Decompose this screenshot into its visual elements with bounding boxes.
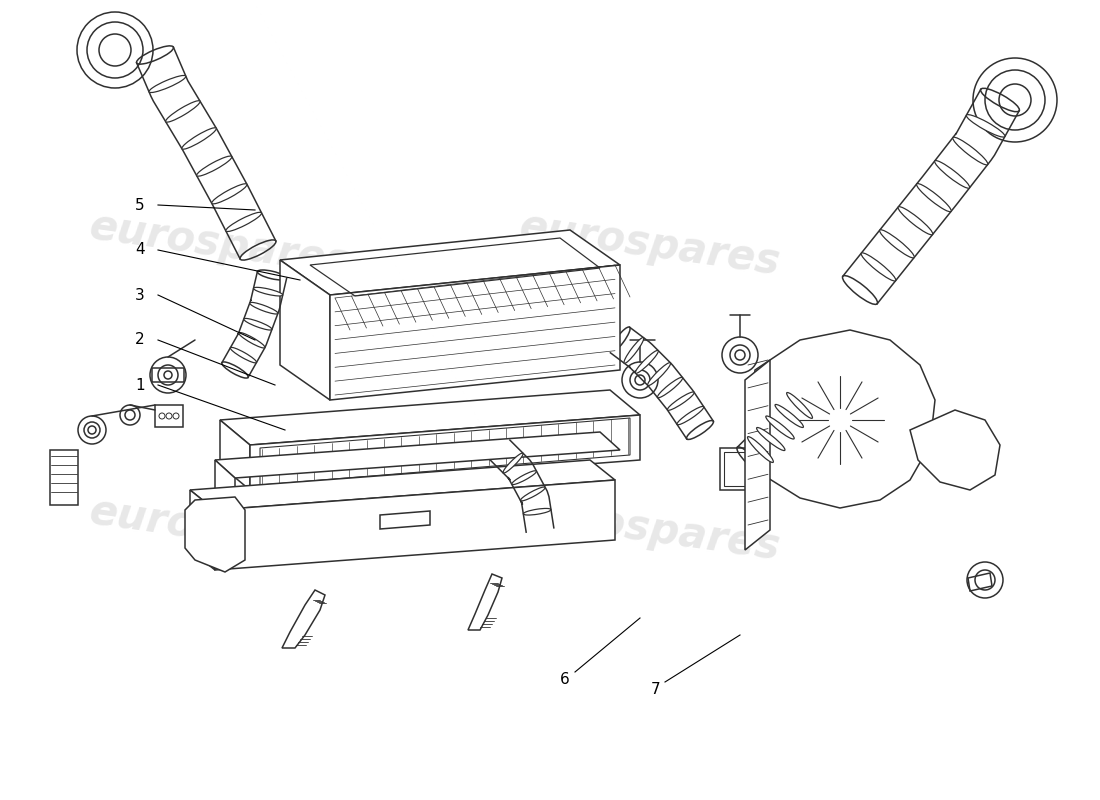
Ellipse shape <box>648 362 671 386</box>
Bar <box>155 405 183 427</box>
Ellipse shape <box>668 392 694 410</box>
Polygon shape <box>220 390 640 445</box>
Ellipse shape <box>658 378 683 398</box>
Ellipse shape <box>182 128 217 150</box>
Polygon shape <box>280 230 620 295</box>
Ellipse shape <box>239 333 265 348</box>
Polygon shape <box>910 410 1000 490</box>
Polygon shape <box>190 490 214 570</box>
Ellipse shape <box>624 338 644 363</box>
Bar <box>720 448 752 490</box>
Text: eurospares: eurospares <box>517 206 783 284</box>
Ellipse shape <box>148 75 186 93</box>
Polygon shape <box>185 497 245 572</box>
Polygon shape <box>748 330 935 508</box>
Polygon shape <box>214 460 235 510</box>
Text: 6: 6 <box>560 673 570 687</box>
Text: eurospares: eurospares <box>517 491 783 569</box>
Ellipse shape <box>748 437 773 462</box>
Ellipse shape <box>776 405 803 427</box>
Text: 4: 4 <box>135 242 145 258</box>
Polygon shape <box>214 480 615 570</box>
Bar <box>724 452 748 486</box>
Ellipse shape <box>953 137 988 165</box>
Ellipse shape <box>935 161 970 188</box>
Ellipse shape <box>966 114 1005 137</box>
Polygon shape <box>220 420 250 490</box>
Text: eurospares: eurospares <box>87 206 353 284</box>
Polygon shape <box>745 360 770 550</box>
Ellipse shape <box>166 101 200 122</box>
Ellipse shape <box>916 183 952 212</box>
Ellipse shape <box>211 184 248 204</box>
Polygon shape <box>468 574 502 630</box>
Ellipse shape <box>197 156 232 176</box>
Polygon shape <box>282 590 324 648</box>
Ellipse shape <box>766 416 794 439</box>
Ellipse shape <box>636 350 658 374</box>
Polygon shape <box>214 432 620 478</box>
Ellipse shape <box>512 470 537 485</box>
Ellipse shape <box>898 206 933 235</box>
Ellipse shape <box>244 318 272 330</box>
Ellipse shape <box>880 230 914 258</box>
Ellipse shape <box>524 509 551 515</box>
Ellipse shape <box>786 393 813 418</box>
Polygon shape <box>280 260 330 400</box>
Ellipse shape <box>226 212 262 231</box>
Ellipse shape <box>250 302 278 314</box>
Text: 1: 1 <box>135 378 145 393</box>
Ellipse shape <box>520 487 546 501</box>
Text: 2: 2 <box>135 333 145 347</box>
Text: 7: 7 <box>650 682 660 698</box>
Bar <box>50 450 78 505</box>
Text: eurospares: eurospares <box>87 491 353 569</box>
Ellipse shape <box>757 427 785 450</box>
Ellipse shape <box>230 347 256 363</box>
Bar <box>152 368 184 382</box>
Text: 3: 3 <box>135 287 145 302</box>
Ellipse shape <box>503 453 524 473</box>
Ellipse shape <box>676 406 704 425</box>
Polygon shape <box>250 415 640 490</box>
Polygon shape <box>190 460 615 510</box>
Text: 5: 5 <box>135 198 145 213</box>
Polygon shape <box>330 265 620 400</box>
Ellipse shape <box>253 287 283 296</box>
Ellipse shape <box>861 253 895 281</box>
